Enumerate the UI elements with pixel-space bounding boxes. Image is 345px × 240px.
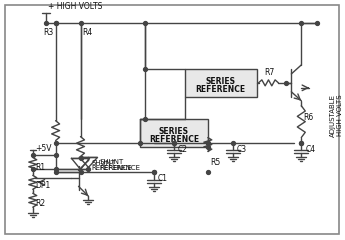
Text: ADJUSTABLE
HIGH VOLTS: ADJUSTABLE HIGH VOLTS <box>329 94 343 137</box>
Text: C4: C4 <box>305 144 315 154</box>
Text: SHUNT: SHUNT <box>99 159 124 165</box>
Bar <box>185 69 257 97</box>
Text: R7: R7 <box>265 68 275 77</box>
Bar <box>140 119 208 146</box>
Text: +5V: +5V <box>35 144 51 153</box>
Text: C2: C2 <box>178 144 188 154</box>
Text: R5: R5 <box>210 158 220 168</box>
Text: DP1: DP1 <box>35 181 50 190</box>
Text: C1: C1 <box>158 174 168 183</box>
Text: SERIES: SERIES <box>206 77 236 86</box>
Text: R3: R3 <box>44 28 54 37</box>
Text: REFERENCE: REFERENCE <box>91 165 132 171</box>
Text: SHUNT: SHUNT <box>91 160 116 166</box>
Text: REFERENCE: REFERENCE <box>149 135 199 144</box>
Text: + HIGH VOLTS: + HIGH VOLTS <box>48 2 102 11</box>
Text: C3: C3 <box>237 144 247 154</box>
Text: REFERENCE: REFERENCE <box>196 85 246 94</box>
Text: R4: R4 <box>82 28 93 37</box>
Text: R2: R2 <box>35 199 45 208</box>
Text: SERIES: SERIES <box>159 127 189 136</box>
Text: REFERENCE: REFERENCE <box>99 165 140 171</box>
Text: R6: R6 <box>303 113 314 122</box>
Text: R1: R1 <box>35 163 45 172</box>
